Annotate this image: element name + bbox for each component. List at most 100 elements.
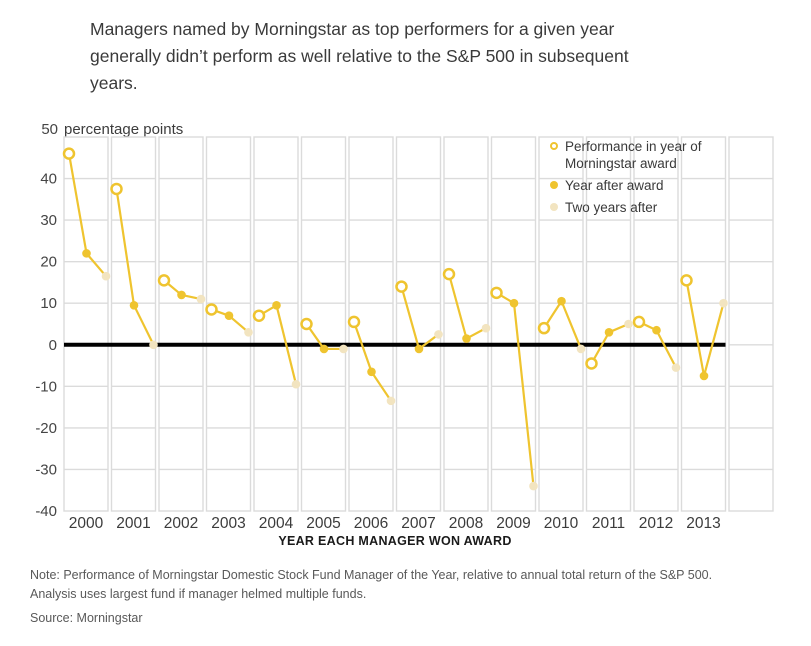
legend-open-circle-icon — [550, 142, 558, 150]
series-line — [637, 320, 678, 369]
marker-year-after — [367, 367, 376, 377]
marker-two-years-after — [101, 271, 111, 281]
year-panel — [300, 136, 347, 512]
legend-pale-dot-icon — [550, 203, 558, 211]
marker-year-after — [177, 290, 186, 300]
series-year-2011 — [585, 319, 633, 370]
marker-two-years-after — [576, 344, 586, 354]
marker-two-years-after — [386, 396, 396, 406]
y-tick-label: -20 — [35, 420, 57, 437]
marker-two-years-after — [291, 379, 301, 389]
legend-label: Year after award — [565, 178, 664, 193]
series-line — [400, 285, 440, 351]
marker-year-after — [509, 298, 519, 308]
series-line — [210, 308, 250, 334]
marker-award-year — [205, 303, 218, 316]
marker-year-after — [224, 311, 234, 320]
x-tick-label: 2009 — [496, 515, 530, 532]
legend-label: Two years after — [565, 200, 658, 215]
marker-award-year — [157, 274, 171, 287]
y-tick-label: 10 — [40, 295, 57, 312]
series-year-2009 — [490, 286, 538, 491]
x-tick-label: 2006 — [354, 515, 388, 532]
footnote: Note: Performance of Morningstar Domesti… — [30, 568, 713, 601]
series-year-2005 — [300, 317, 348, 354]
series-line — [447, 273, 488, 340]
series-line — [257, 304, 298, 386]
marker-award-year — [680, 274, 693, 287]
y-tick-label: 40 — [40, 171, 57, 188]
marker-two-years-after — [339, 344, 348, 354]
marker-award-year — [490, 286, 503, 300]
marker-year-after — [272, 301, 281, 310]
chart-title: Managers named by Morningstar as top per… — [90, 19, 629, 93]
marker-award-year — [347, 315, 361, 329]
year-panel-border — [253, 136, 299, 512]
year-panel-border — [348, 136, 394, 512]
marker-award-year — [632, 315, 646, 329]
y-tick-label: -40 — [35, 503, 57, 520]
marker-two-years-after — [149, 340, 158, 350]
x-tick-label: 2008 — [449, 515, 483, 532]
marker-two-years-after — [434, 330, 443, 339]
legend-item: Performance in year of Morningstar award — [550, 138, 740, 172]
x-tick-label: 2002 — [164, 515, 198, 532]
marker-two-years-after — [481, 323, 491, 333]
year-panel — [395, 136, 442, 512]
legend-label: Performance in year of Morningstar award — [565, 139, 702, 171]
series-line — [542, 300, 583, 351]
x-tick-label: 2012 — [639, 515, 673, 532]
series-year-2010 — [537, 296, 586, 354]
year-panel-border — [395, 136, 442, 512]
legend-filled-dot-icon — [550, 181, 558, 189]
marker-award-year — [62, 147, 76, 160]
series-line — [162, 279, 203, 301]
series-year-2004 — [252, 301, 301, 389]
series-year-2007 — [395, 280, 443, 354]
marker-award-year — [300, 317, 313, 331]
x-tick-label: 2007 — [401, 515, 435, 532]
series-year-2008 — [442, 267, 491, 343]
series-year-2003 — [205, 303, 253, 337]
y-axis-top-tick: 50 — [41, 121, 58, 138]
x-tick-label: 2000 — [69, 515, 104, 532]
year-panel-border — [110, 136, 157, 512]
marker-year-after — [414, 344, 424, 354]
series-line — [590, 322, 630, 365]
year-panel-border — [490, 136, 537, 512]
marker-year-after — [82, 249, 91, 258]
marker-award-year — [442, 267, 456, 281]
y-tick-label: 20 — [40, 254, 57, 271]
year-panel — [205, 136, 252, 512]
x-tick-label: 2011 — [592, 515, 625, 532]
year-panel-border — [158, 136, 204, 512]
year-panel-border — [63, 136, 109, 512]
series-year-2013 — [680, 274, 728, 381]
series-line — [352, 320, 393, 402]
x-tick-label: 2004 — [259, 515, 294, 532]
series-year-2012 — [632, 315, 681, 372]
y-tick-label: -30 — [35, 461, 57, 478]
marker-year-after — [652, 325, 661, 335]
marker-award-year — [110, 182, 123, 196]
marker-award-year — [252, 309, 266, 322]
series-line — [67, 152, 108, 278]
year-panel — [63, 136, 109, 512]
chart-legend: Performance in year of Morningstar award… — [550, 138, 740, 221]
series-year-2000 — [62, 147, 111, 281]
series-line — [305, 322, 345, 351]
x-tick-label: 2001 — [116, 515, 150, 532]
x-tick-label: 2003 — [211, 515, 245, 532]
year-panel-border — [300, 136, 347, 512]
marker-two-years-after — [624, 319, 633, 329]
marker-year-after — [319, 344, 329, 354]
series-year-2002 — [157, 274, 206, 304]
source-line: Source: Morningstar — [30, 611, 143, 625]
y-tick-label: 30 — [40, 212, 57, 229]
marker-award-year — [585, 357, 598, 370]
x-tick-label: 2013 — [686, 515, 720, 532]
y-axis-unit-label: percentage points — [64, 121, 184, 138]
year-panel — [110, 136, 157, 512]
marker-year-after — [129, 301, 139, 310]
legend-item: Two years after — [550, 199, 740, 216]
